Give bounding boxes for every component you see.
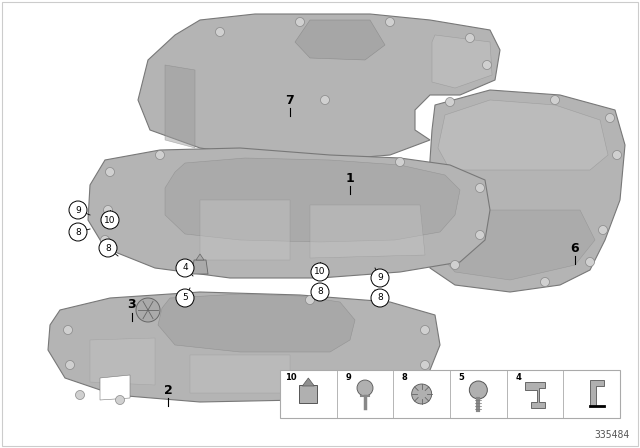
Text: 1: 1 (346, 172, 355, 185)
Polygon shape (435, 210, 595, 280)
Text: 8: 8 (317, 288, 323, 297)
Circle shape (69, 223, 87, 241)
Circle shape (106, 168, 115, 177)
Circle shape (420, 326, 429, 335)
Circle shape (465, 34, 474, 43)
Polygon shape (165, 65, 195, 148)
Polygon shape (196, 254, 204, 260)
Polygon shape (192, 260, 208, 274)
Text: 335484: 335484 (595, 430, 630, 440)
Circle shape (598, 225, 607, 234)
Circle shape (420, 361, 429, 370)
Circle shape (321, 95, 330, 104)
Circle shape (476, 184, 484, 193)
Text: 6: 6 (571, 241, 579, 254)
Circle shape (371, 269, 389, 287)
Text: 9: 9 (345, 373, 351, 382)
Circle shape (296, 17, 305, 26)
Circle shape (469, 381, 487, 399)
Circle shape (357, 380, 373, 396)
Polygon shape (302, 378, 314, 386)
Text: 9: 9 (377, 273, 383, 283)
Text: 2: 2 (164, 383, 172, 396)
Circle shape (63, 326, 72, 335)
Text: 4: 4 (515, 373, 521, 382)
Circle shape (385, 17, 394, 26)
Polygon shape (432, 35, 492, 88)
Text: 3: 3 (128, 298, 136, 311)
Text: 5: 5 (458, 373, 464, 382)
Circle shape (115, 396, 125, 405)
FancyBboxPatch shape (280, 370, 620, 418)
Polygon shape (438, 100, 608, 170)
Circle shape (483, 60, 492, 69)
Text: 4: 4 (182, 263, 188, 272)
Polygon shape (165, 158, 460, 242)
Circle shape (371, 289, 389, 307)
Circle shape (176, 259, 194, 277)
Text: 5: 5 (182, 293, 188, 302)
Circle shape (156, 151, 164, 159)
Text: 10: 10 (104, 215, 116, 224)
Circle shape (76, 391, 84, 400)
Polygon shape (138, 14, 500, 160)
Polygon shape (158, 294, 355, 352)
Polygon shape (589, 380, 604, 406)
Circle shape (136, 298, 160, 322)
Circle shape (445, 98, 454, 107)
Circle shape (451, 260, 460, 270)
Circle shape (216, 27, 225, 36)
Circle shape (311, 283, 329, 301)
Text: 10: 10 (285, 373, 297, 382)
Circle shape (605, 113, 614, 122)
Circle shape (311, 263, 329, 281)
FancyBboxPatch shape (300, 385, 317, 403)
Circle shape (612, 151, 621, 159)
Polygon shape (190, 355, 290, 393)
Circle shape (550, 95, 559, 104)
Circle shape (99, 239, 117, 257)
Polygon shape (310, 205, 425, 258)
Circle shape (476, 231, 484, 240)
Polygon shape (48, 292, 440, 402)
Text: 8: 8 (105, 244, 111, 253)
Circle shape (541, 277, 550, 287)
Circle shape (101, 211, 119, 229)
Circle shape (412, 384, 431, 404)
Circle shape (104, 206, 113, 215)
Text: 8: 8 (75, 228, 81, 237)
Circle shape (176, 289, 194, 307)
Polygon shape (90, 338, 155, 385)
Text: 10: 10 (314, 267, 326, 276)
Polygon shape (295, 20, 385, 60)
Polygon shape (100, 375, 130, 400)
Circle shape (586, 258, 595, 267)
Text: 8: 8 (377, 293, 383, 302)
Circle shape (100, 236, 109, 245)
Polygon shape (525, 382, 545, 408)
Polygon shape (88, 148, 490, 278)
Text: 7: 7 (285, 94, 294, 107)
Circle shape (69, 201, 87, 219)
Circle shape (65, 361, 74, 370)
Circle shape (396, 158, 404, 167)
Circle shape (305, 296, 314, 305)
Polygon shape (425, 90, 625, 292)
Polygon shape (200, 200, 290, 260)
Text: 8: 8 (402, 373, 408, 382)
Text: 9: 9 (75, 206, 81, 215)
